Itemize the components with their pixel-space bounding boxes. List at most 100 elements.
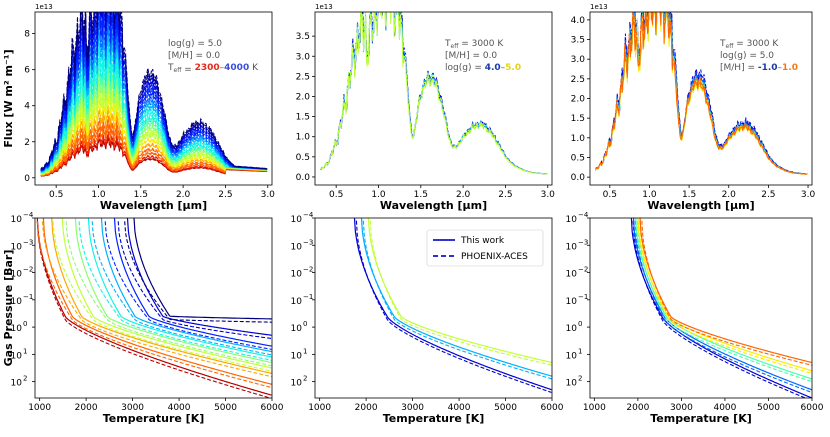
axes-frame (314, 11, 553, 186)
x-tick-label: 6000 (801, 403, 824, 413)
x-axis-label: Temperature [K] (103, 412, 205, 425)
offset-label: 1e13 (315, 3, 333, 11)
y-tick-label: 10 (11, 379, 23, 389)
y-tick-exponent: −4 (578, 211, 589, 219)
y-tick-label: 10 (566, 270, 578, 280)
pt-teff-3900 (126, 218, 272, 336)
series-0 (320, 12, 548, 175)
y-tick-exponent: −4 (303, 211, 314, 219)
axes-frame (34, 11, 273, 186)
pt-dashed-1 (362, 220, 552, 380)
legend-box (426, 229, 544, 267)
pt-dashed-teff-2300 (36, 221, 272, 398)
panel-flux-teff: 0.5 1.0 1.5 2.0 2.5 3.0 0 2 4 6 8 1e13 Wavelength [μ… (2, 3, 276, 212)
y-tick-label: 3.0 (571, 55, 586, 65)
y-tick-exponent: −2 (303, 266, 313, 274)
plot-area (36, 218, 272, 398)
y-tick-label: 10 (11, 242, 23, 252)
axes-frame (589, 11, 813, 186)
x-tick-label: 4000 (168, 403, 191, 413)
y-tick-label: 1.5 (571, 114, 585, 124)
pt-dashed-teff-3900 (117, 221, 272, 340)
y-tick-label: 10 (11, 324, 23, 334)
series-dashed-teff-2800 (40, 95, 268, 176)
series-teff-3700 (40, 12, 268, 172)
pt-dashed-teff-2700 (41, 221, 272, 378)
x-tick-label: 2.0 (456, 190, 471, 200)
y-tick-label: 10 (291, 379, 303, 389)
y-tick-label: 10 (291, 215, 303, 225)
x-tick-label: 3000 (401, 403, 424, 413)
x-tick-label: 0.5 (603, 190, 617, 200)
plot-area (40, 12, 268, 177)
pt-series-3 (637, 218, 812, 372)
pt-dashed-4 (641, 220, 812, 366)
pt-dashed-teff-3700 (104, 221, 272, 350)
series-1 (320, 12, 548, 175)
y-tick-label: 6 (24, 66, 30, 76)
y-tick-label: 10 (566, 379, 578, 389)
pt-dashed-2 (636, 220, 812, 383)
x-tick-label: 2000 (626, 403, 649, 413)
x-tick-label: 3000 (121, 403, 144, 413)
y-tick-label: 10 (11, 351, 23, 361)
pt-dashed-3 (639, 220, 812, 375)
x-axis-label: Wavelength [μm] (100, 199, 207, 212)
annotation-mh: [M/H] = 0.0 (168, 51, 220, 61)
y-tick-label: 0.0 (296, 173, 311, 183)
pt-dashed-0 (632, 220, 807, 398)
series-teff-3800 (40, 12, 268, 171)
y-tick-label: 1.5 (296, 113, 310, 123)
x-tick-label: 2.5 (498, 190, 512, 200)
y-tick-exponent: −2 (578, 266, 588, 274)
pt-dashed-1 (634, 220, 812, 394)
y-tick-label: 0.5 (571, 153, 585, 163)
pt-dashed-teff-3100 (65, 221, 272, 367)
y-tick-label: 1.0 (571, 134, 586, 144)
y-tick-exponent: 1 (303, 347, 307, 355)
y-tick-exponent: 0 (303, 320, 307, 328)
pt-series-0 (630, 218, 812, 398)
x-tick-label: 3.0 (261, 190, 276, 200)
pt-teff-3500 (100, 218, 272, 353)
x-tick-label: 0.5 (329, 190, 343, 200)
y-tick-exponent: −2 (23, 266, 33, 274)
x-tick-label: 1.0 (642, 190, 657, 200)
x-tick-label: 0.5 (49, 190, 63, 200)
y-tick-label: 3.5 (571, 36, 585, 46)
series-2 (320, 12, 548, 175)
x-tick-label: 1.5 (134, 190, 148, 200)
pt-dashed-teff-3500 (91, 221, 272, 356)
pt-teff-2900 (61, 218, 272, 369)
x-tick-label: 1000 (308, 403, 331, 413)
y-tick-label: 0.0 (571, 173, 586, 183)
y-tick-exponent: −1 (303, 293, 313, 301)
y-tick-exponent: −1 (578, 293, 588, 301)
y-tick-label: 10 (11, 215, 23, 225)
y-tick-label: 10 (291, 351, 303, 361)
pt-series-4 (639, 218, 812, 363)
y-tick-label: 4 (24, 102, 30, 112)
y-tick-exponent: 0 (578, 320, 582, 328)
legend-label-phoenix: PHOENIX-ACES (461, 252, 528, 262)
y-tick-exponent: 1 (578, 347, 582, 355)
offset-label: 1e13 (35, 3, 53, 11)
pt-dashed-teff-2500 (36, 221, 272, 389)
series-dashed-1 (320, 12, 548, 175)
legend-label-this-work: This work (460, 236, 505, 246)
y-tick-exponent: 0 (23, 320, 27, 328)
y-tick-exponent: −3 (578, 238, 588, 246)
y-tick-label: 10 (566, 242, 578, 252)
pt-series-2 (635, 218, 812, 380)
pt-teff-3700 (113, 218, 272, 347)
panel-pt-teff: 1000 2000 3000 4000 5000 600010−410−310−210−1… (2, 211, 284, 425)
x-tick-label: 5000 (757, 403, 780, 413)
y-tick-label: 2 (24, 138, 30, 148)
annotation-teff: Teff = 3000 K (444, 39, 504, 50)
plot-area (595, 12, 808, 175)
y-tick-label: 4.0 (571, 16, 586, 26)
x-tick-label: 4000 (713, 403, 736, 413)
y-tick-label: 10 (291, 324, 303, 334)
x-tick-label: 5000 (214, 403, 237, 413)
series-teff-3500 (40, 27, 268, 173)
